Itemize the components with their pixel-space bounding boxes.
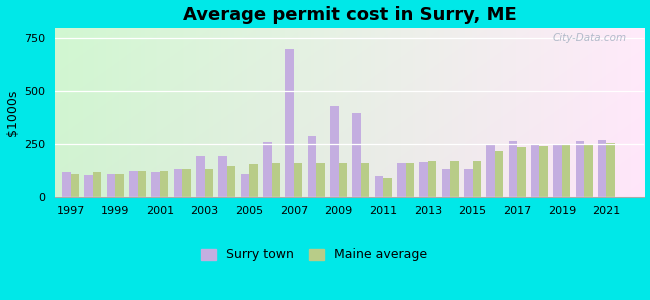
Bar [598,140,606,197]
Bar [107,173,115,197]
Bar [285,49,294,197]
Bar [384,178,392,197]
Bar [218,156,227,197]
Y-axis label: $1000s: $1000s [6,89,19,136]
Bar [576,141,584,197]
Bar [93,172,101,197]
Bar [129,171,138,197]
Bar [531,145,540,197]
Bar [138,171,146,197]
Bar [196,156,205,197]
Bar [339,163,347,197]
Bar [606,143,615,197]
Bar [584,144,593,197]
Bar [205,169,213,197]
Bar [495,152,503,197]
Bar [249,164,257,197]
Bar [115,173,124,197]
Bar [464,169,473,197]
Bar [473,161,481,197]
Bar [361,163,369,197]
Bar [174,169,182,197]
Bar [316,163,325,197]
Bar [151,172,160,197]
Bar [509,141,517,197]
Bar [84,175,93,197]
Bar [240,173,249,197]
Legend: Surry town, Maine average: Surry town, Maine average [196,244,432,266]
Bar [307,136,316,197]
Bar [160,171,168,197]
Bar [263,142,272,197]
Bar [397,163,406,197]
Bar [406,163,414,197]
Bar [419,162,428,197]
Bar [450,161,459,197]
Bar [428,161,436,197]
Bar [227,166,235,197]
Bar [352,113,361,197]
Bar [272,163,280,197]
Title: Average permit cost in Surry, ME: Average permit cost in Surry, ME [183,6,517,24]
Bar [517,147,526,197]
Bar [374,176,384,197]
Bar [294,163,302,197]
Bar [330,106,339,197]
Bar [540,146,548,197]
Bar [71,173,79,197]
Bar [562,144,570,197]
Text: City-Data.com: City-Data.com [552,33,627,43]
Bar [486,145,495,197]
Bar [442,169,450,197]
Bar [182,169,190,197]
Bar [62,172,71,197]
Bar [553,144,562,197]
